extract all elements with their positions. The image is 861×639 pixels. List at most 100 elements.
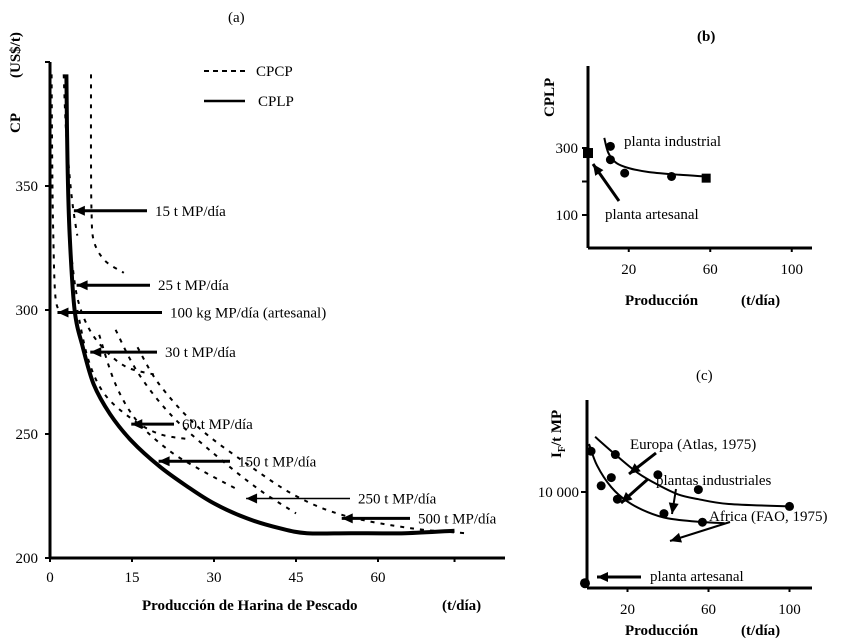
annotation-label-1: 25 t MP/día <box>158 278 229 294</box>
industrial-fit-curve <box>603 137 707 178</box>
annotation-label-5: 150 t MP/día <box>238 454 317 470</box>
panel-a: (a) 200 250 300 350 0 15 30 45 60 15 t MP/día 25 … <box>8 10 505 614</box>
panel-b-xunit: (t/día) <box>741 293 780 309</box>
annotation-arrow-1-head <box>76 280 88 291</box>
ylabel-sub-f: F <box>557 446 568 452</box>
panel-b-ylabel: CPLP <box>542 78 558 117</box>
annotation-label-3: 30 t MP/día <box>165 345 236 361</box>
series-cpcp-line-7 <box>114 329 297 515</box>
x-tick-label: 20 <box>621 262 636 278</box>
panel-a-series <box>50 74 466 536</box>
panel-a-xlabel: Producción de Harina de Pescado <box>142 598 358 614</box>
annotation-arrow-3-head <box>90 347 102 358</box>
industriales-arrow-left-head <box>621 491 633 503</box>
panel-c-title: (c) <box>696 368 713 384</box>
industrial-point <box>659 509 669 519</box>
panel-a-annotations: 15 t MP/día 25 t MP/día 100 kg MP/día (art… <box>57 204 497 527</box>
panel-b-series <box>583 137 711 202</box>
europa-point <box>653 470 663 480</box>
x-tick-label: 100 <box>778 602 801 618</box>
x-tick-label: 20 <box>620 602 635 618</box>
panel-c-ylabel: IF/t MP <box>549 410 568 458</box>
annotation-arrow-4-head <box>131 419 143 430</box>
series-cplp-line <box>64 74 455 536</box>
annotation-arrow-0-head <box>73 205 85 216</box>
panel-c-series <box>579 436 794 589</box>
series-cpcp-line-6 <box>98 334 237 490</box>
europa-point <box>693 485 703 495</box>
ylabel-rest: /t MP <box>549 410 565 447</box>
ylabel-i: I <box>549 452 565 458</box>
annotation-label-0: 15 t MP/día <box>155 204 226 220</box>
y-tick-label: 300 <box>556 141 579 157</box>
x-tick-label: 15 <box>125 570 140 586</box>
artesanal-point <box>583 148 593 159</box>
panel-c-axes: 10 000 20 60 100 <box>538 400 812 618</box>
africa-fit-curve <box>588 443 725 525</box>
industrial-point <box>612 494 622 504</box>
x-tick-label: 30 <box>207 570 222 586</box>
annotation-europa: Europa (Atlas, 1975) <box>630 437 756 453</box>
europa-point <box>785 501 794 511</box>
series-cpcp-line-4 <box>70 260 155 376</box>
x-tick-label: 45 <box>289 570 304 586</box>
annotation-planta-artesanal-c: planta artesanal <box>650 569 744 585</box>
annotation-arrow-2-head <box>57 307 69 318</box>
annotation-label-6: 250 t MP/día <box>358 491 437 507</box>
y-tick-label: 100 <box>556 208 579 224</box>
industrial-point <box>667 171 677 181</box>
industrial-point <box>620 168 630 178</box>
panel-a-ylabel: CP <box>8 113 24 133</box>
x-tick-label: 0 <box>46 570 54 586</box>
annotation-arrow-7-head <box>341 513 353 524</box>
panel-c-ylabel-main: IF/t MP <box>549 410 568 458</box>
panel-b: (b) 100 300 20 60 100 planta industrial plan… <box>542 29 812 309</box>
y-tick-label: 300 <box>16 303 39 319</box>
panel-a-legend: CPCP CPLP <box>204 64 294 110</box>
y-tick-label: 200 <box>16 551 39 567</box>
panel-a-axes: 200 250 300 350 0 15 30 45 60 <box>16 61 505 586</box>
panel-c-xlabel: Producción <box>625 623 699 639</box>
panel-c: (c) 10 000 20 60 100 Europa (Atlas, 1975) p… <box>538 368 828 639</box>
x-tick-label: 60 <box>703 262 718 278</box>
europa-arrow-head <box>629 463 641 474</box>
africa-arrow-head <box>670 532 682 543</box>
panel-a-yunit: (US$/t) <box>8 32 24 78</box>
annotation-planta-artesanal: planta artesanal <box>605 207 699 223</box>
x-tick-label: 60 <box>701 602 716 618</box>
industrial-point <box>697 517 707 527</box>
panel-a-xunit: (t/día) <box>442 598 481 614</box>
series-cpcp-line-3 <box>89 74 125 274</box>
artesanal-point <box>579 578 590 589</box>
annotation-planta-industrial: planta industrial <box>624 134 721 150</box>
industrial-point <box>596 481 606 491</box>
panel-b-axes: 100 300 20 60 100 <box>556 66 812 278</box>
series-cpcp-line-5 <box>76 309 187 440</box>
annotation-arrow-5-head <box>158 456 170 467</box>
annotation-label-4: 60 t MP/día <box>182 417 253 433</box>
annotation-label-2: 100 kg MP/día (artesanal) <box>170 305 326 321</box>
x-tick-label: 60 <box>371 570 386 586</box>
y-tick-label: 350 <box>16 179 39 195</box>
industrial-point <box>606 473 616 483</box>
panel-b-title: (b) <box>697 29 715 45</box>
y-tick-label: 10 000 <box>538 485 579 501</box>
europa-point <box>610 450 620 460</box>
series-cpcp-line-1 <box>50 74 62 313</box>
legend-label-cpcp: CPCP <box>256 64 293 80</box>
industriales-arrow-down-head <box>668 502 679 514</box>
industrial-point <box>605 141 615 151</box>
industrial-point <box>586 446 596 456</box>
legend-label-cplp: CPLP <box>258 94 294 110</box>
panel-b-xlabel: Producción <box>625 293 699 309</box>
annotation-plantas-industriales: plantas industriales <box>656 473 772 489</box>
panel-a-title: (a) <box>228 10 245 26</box>
annotation-label-7: 500 t MP/día <box>418 511 497 527</box>
panel-c-xunit: (t/día) <box>741 623 780 639</box>
artesanal-arrow-head <box>593 164 604 176</box>
industrial-point <box>605 155 615 165</box>
x-tick-label: 100 <box>781 262 804 278</box>
y-tick-label: 250 <box>16 427 39 443</box>
annotation-arrow-6-head <box>246 493 258 504</box>
